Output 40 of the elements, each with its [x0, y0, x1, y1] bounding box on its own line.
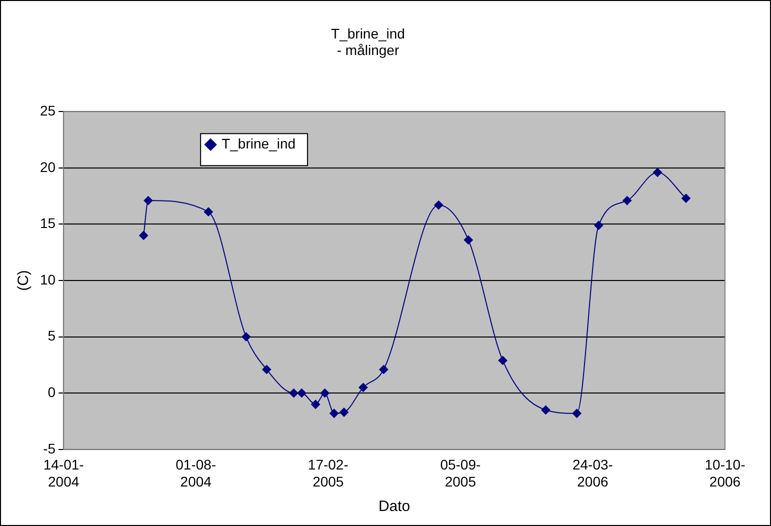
- point: [498, 356, 508, 365]
- point: [320, 388, 330, 398]
- legend-label: T_brine_ind: [222, 135, 296, 152]
- point: [464, 235, 473, 244]
- x-axis-title: Dato: [378, 498, 410, 516]
- x-tick-label: 17-02-2005: [308, 456, 349, 490]
- point: [297, 388, 306, 398]
- chart-title: T_brine_ind: [331, 25, 405, 42]
- point: [340, 408, 349, 417]
- x-tick-label: 14-01-2004: [43, 456, 84, 490]
- point: [622, 196, 632, 206]
- point: [289, 388, 298, 398]
- x-tick-label: 24-03-2006: [572, 456, 614, 490]
- point: [681, 194, 690, 203]
- y-tick-label: 0: [48, 384, 56, 400]
- y-tick-label: 10: [40, 271, 56, 288]
- point: [434, 200, 444, 210]
- x-tick-label: 05-09-2005: [440, 456, 481, 490]
- chart-subtitle: - målinger: [336, 42, 400, 58]
- point: [144, 196, 153, 206]
- y-tick-label: 5: [48, 328, 56, 344]
- point: [242, 332, 251, 342]
- point: [358, 382, 368, 392]
- point: [379, 364, 388, 374]
- point: [139, 230, 148, 240]
- point: [572, 408, 582, 418]
- point: [541, 405, 550, 414]
- y-tick-label: -5: [43, 440, 56, 456]
- point: [311, 400, 320, 409]
- point: [262, 364, 272, 374]
- point: [204, 207, 213, 216]
- y-tick-label: 15: [40, 215, 56, 232]
- y-axis-title: (C): [15, 270, 32, 291]
- x-tick-label: 10-10-2006: [704, 456, 746, 490]
- point: [330, 408, 339, 418]
- point: [653, 168, 662, 177]
- y-tick-label: 25: [40, 102, 56, 118]
- y-tick-label: 20: [40, 158, 56, 175]
- x-tick-label: 01-08-2004: [176, 456, 216, 490]
- point: [594, 220, 604, 230]
